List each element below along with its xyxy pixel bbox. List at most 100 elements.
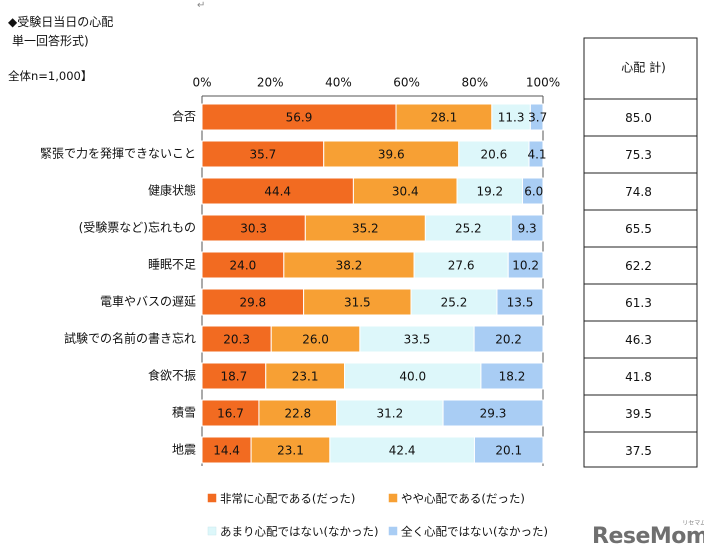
data-label: 16.7	[217, 407, 244, 421]
data-label: 9.3	[518, 222, 537, 236]
data-label: 13.5	[507, 296, 534, 310]
data-label: 19.2	[476, 185, 503, 199]
legend-label: あまり心配ではない(なかった)	[220, 525, 378, 539]
data-label: 20.6	[481, 148, 508, 162]
total-value: 75.3	[625, 148, 652, 162]
category-label: 地震	[172, 443, 196, 457]
data-label: 28.1	[431, 111, 458, 125]
bar-segment	[410, 288, 498, 316]
bar-segment	[507, 251, 544, 279]
bar-segment	[258, 399, 338, 427]
bar-segment	[201, 362, 267, 390]
data-label: 4.1	[527, 148, 546, 162]
data-label: 38.2	[336, 259, 363, 273]
totals-header: 心配 計)	[621, 60, 666, 75]
bar-segment	[529, 103, 544, 131]
data-label: 29.8	[239, 296, 266, 310]
bar-segment	[456, 177, 524, 205]
bar-segment	[283, 251, 415, 279]
category-label: 電車やバスの遅延	[100, 295, 196, 309]
bar-segment	[329, 436, 475, 464]
x-tick-label: 20%	[257, 76, 284, 90]
chart-subtitle: 単一回答形式)	[12, 34, 89, 48]
category-label: 積雪	[172, 405, 196, 420]
category-label: 睡眠不足	[148, 258, 196, 272]
data-label: 24.0	[230, 259, 257, 273]
bar-segment	[480, 362, 544, 390]
bar-segment	[352, 177, 458, 205]
total-value: 85.0	[625, 111, 652, 125]
total-value: 46.3	[625, 333, 652, 347]
bar-segment	[522, 177, 544, 205]
return-mark-icon: ↵	[197, 0, 206, 11]
bar-segment	[344, 362, 482, 390]
data-label: 18.2	[499, 370, 526, 384]
bar-segment	[528, 140, 544, 168]
data-label: 40.0	[399, 370, 426, 384]
bar-segment	[201, 214, 306, 242]
legend-swatch	[207, 493, 217, 503]
bar-segment	[442, 399, 544, 427]
legend-swatch	[388, 526, 398, 536]
data-label: 20.2	[495, 333, 522, 347]
data-label: 3.7	[528, 111, 547, 125]
x-tick-label: 100%	[526, 76, 560, 90]
bar-segment	[395, 103, 493, 131]
category-label: 試験での名前の書き忘れ	[64, 331, 196, 346]
data-label: 44.4	[264, 185, 291, 199]
data-label: 27.6	[448, 259, 475, 273]
category-label: 健康状態	[148, 183, 196, 198]
data-label: 31.2	[377, 407, 404, 421]
x-tick-label: 0%	[192, 76, 211, 90]
legend-label: やや心配である(だった)	[401, 492, 525, 506]
data-label: 20.1	[495, 444, 522, 458]
category-label: 食欲不振	[148, 368, 196, 383]
data-label: 11.3	[498, 111, 525, 125]
total-value: 37.5	[625, 444, 652, 458]
data-label: 35.2	[352, 222, 379, 236]
data-label: 25.2	[441, 296, 468, 310]
bar-segment	[496, 288, 544, 316]
category-label: 合否	[172, 109, 196, 124]
bar-segment	[473, 325, 544, 353]
total-value: 61.3	[625, 296, 652, 310]
bar-segment	[303, 288, 412, 316]
resemom-logo: ReseMom リセマム	[592, 520, 704, 549]
logo-text: ReseMom	[592, 524, 704, 549]
total-value: 62.2	[625, 259, 652, 273]
x-tick-label: 60%	[393, 76, 420, 90]
bar-segment	[473, 436, 544, 464]
legend-swatch	[207, 526, 217, 536]
data-label: 31.5	[344, 296, 371, 310]
bar-segment	[458, 140, 530, 168]
legend-swatch	[388, 493, 398, 503]
bar-segment	[250, 436, 331, 464]
data-label: 14.4	[213, 444, 240, 458]
data-label: 35.7	[250, 148, 277, 162]
data-label: 30.4	[392, 185, 419, 199]
data-label: 18.7	[221, 370, 248, 384]
category-label: (受験票など)忘れもの	[79, 220, 196, 235]
bar-segment	[510, 214, 544, 242]
logo-small-text: リセマム	[682, 520, 704, 527]
x-tick-label: 40%	[325, 76, 352, 90]
bar-segment	[201, 288, 305, 316]
data-label: 56.9	[286, 111, 313, 125]
bar-segment	[424, 214, 512, 242]
bar-segment	[270, 325, 361, 353]
data-label: 33.5	[404, 333, 431, 347]
category-label: 緊張で力を発揮できないこと	[40, 147, 196, 161]
total-value: 39.5	[625, 407, 652, 421]
data-label: 39.6	[378, 148, 405, 162]
bar-segment	[323, 140, 460, 168]
bar-segment	[304, 214, 426, 242]
chart-title: ◆受験日当日の心配	[8, 15, 114, 29]
sample-size-label: 全体n=1,000】	[8, 69, 93, 83]
x-tick-label: 80%	[461, 76, 488, 90]
data-label: 23.1	[292, 370, 319, 384]
data-label: 23.1	[277, 444, 304, 458]
total-value: 65.5	[625, 222, 652, 236]
totals-table-frame	[583, 37, 698, 468]
data-label: 29.3	[480, 407, 507, 421]
